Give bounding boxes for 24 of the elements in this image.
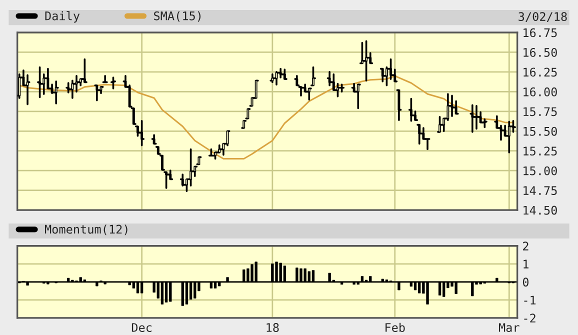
line-series	[18, 75, 514, 160]
y-tick-label: 14.50	[524, 206, 557, 215]
y-tick-label: 15.00	[524, 166, 557, 176]
y-tick-label: 15.75	[524, 107, 557, 116]
y-tick-label: -2	[524, 314, 536, 322]
x-tick-label: 18	[266, 323, 279, 332]
y-tick-label: -1	[524, 296, 536, 304]
x-tick-label: Dec	[132, 323, 152, 332]
y-tick-label: 15.25	[524, 146, 557, 156]
y-tick-label: 16.75	[524, 28, 557, 38]
y-tick-label: 16.50	[524, 48, 557, 57]
y-tick-label: 2	[523, 242, 528, 250]
text: 3/02/18	[518, 12, 567, 22]
x-tick-label: Mar	[498, 323, 520, 332]
legend-label: Momentum(12)	[44, 224, 128, 236]
y-tick-label: 14.75	[524, 186, 557, 195]
y-tick-label: 1	[524, 260, 528, 268]
legend-label: SMA(15)	[154, 11, 201, 22]
y-tick-label: 15.50	[524, 126, 557, 136]
legend-label: Daily	[45, 11, 80, 23]
y-tick-label: 16.00	[524, 87, 557, 96]
x-tick-label: Feb	[386, 322, 405, 332]
y-tick-label: 16.25	[524, 68, 557, 77]
y-tick-label: 0	[522, 278, 529, 287]
